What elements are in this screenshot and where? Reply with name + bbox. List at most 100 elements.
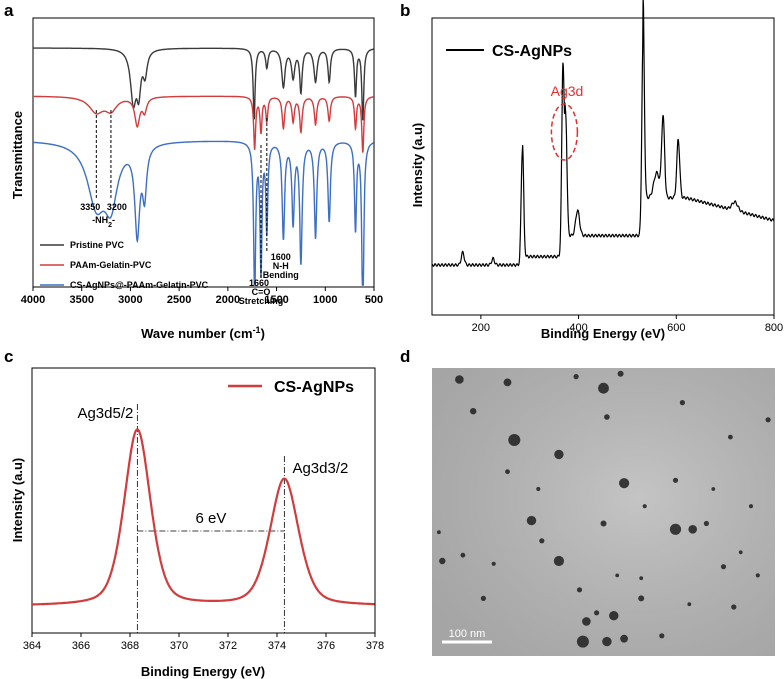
nanoparticle <box>602 636 612 647</box>
ftir-legend: Pristine PVC PAAm-Gelatin-PVC CS-AgNPs@-… <box>40 240 209 290</box>
ftir-annotation-nh2: -NH2- <box>92 215 115 229</box>
ftir-annotation-1600: 1600 <box>271 252 291 262</box>
ftir-x-tick-label: 3000 <box>118 294 142 306</box>
nanoparticle <box>731 604 737 610</box>
nanoparticle <box>573 374 579 380</box>
ftir-annotation-n-h: N-H <box>273 261 289 271</box>
nanoparticle <box>617 370 624 377</box>
xps-survey-x-ticks: 200 400 600 800 <box>472 315 783 334</box>
ftir-x-tick-label: 1500 <box>264 294 288 306</box>
ftir-annotation-3350: 3350 <box>80 202 100 212</box>
ftir-annotation-1660: 1660 <box>249 278 269 288</box>
xps-survey-x-tick-label: 800 <box>765 322 783 334</box>
legend-label-pristine: Pristine PVC <box>70 240 125 250</box>
xps-ag3d-x-ticks: 364 366 368 370 372 374 376 378 <box>23 633 384 652</box>
xps-survey-y-axis-label: Intensity (a.u) <box>410 123 425 208</box>
xps-ag3d-line <box>32 428 375 606</box>
nanoparticle <box>598 382 609 394</box>
nanoparticle <box>679 400 686 406</box>
nanoparticle <box>582 617 591 626</box>
nanoparticle <box>669 523 682 535</box>
tem-shading <box>432 368 775 656</box>
nanoparticle <box>600 520 607 527</box>
ftir-series-group <box>33 47 375 286</box>
nanoparticle <box>536 486 541 492</box>
ftir-x-tick-label: 2000 <box>216 294 240 306</box>
nanoparticle <box>526 515 537 526</box>
nanoparticle <box>455 375 464 384</box>
peak-separation-label: 6 eV <box>195 510 226 527</box>
nanoparticle <box>594 610 600 616</box>
ftir-annotation-3200: 3200 <box>107 202 127 212</box>
ftir-x-tick-label: 1000 <box>313 294 337 306</box>
nanoparticle <box>642 504 647 509</box>
nanoparticle <box>620 634 628 643</box>
nanoparticle <box>503 378 512 387</box>
xps-survey-plot-frame <box>431 17 775 316</box>
ftir-x-axis-label: Wave number (cm-1) <box>141 325 265 341</box>
nanoparticle <box>460 552 466 558</box>
nanoparticle <box>638 595 645 602</box>
xps-ag3d-x-tick-label: 378 <box>366 640 384 652</box>
ftir-annotation-c-o: C=O <box>252 287 271 297</box>
nanoparticle <box>480 595 486 602</box>
nanoparticle <box>491 561 496 566</box>
xps-ag3d-x-tick-label: 370 <box>170 640 188 652</box>
ftir-series-line-0 <box>33 47 375 121</box>
legend-label-paam: PAAm-Gelatin-PVC <box>70 260 152 270</box>
nanoparticle <box>576 635 589 648</box>
peak-label-ag3d5-2: Ag3d5/2 <box>77 405 133 422</box>
panel-letter-d: d <box>400 347 410 366</box>
nanoparticle <box>619 478 630 489</box>
nanoparticle <box>728 434 733 440</box>
nanoparticle <box>672 477 679 483</box>
xps-ag3d-x-tick-label: 376 <box>317 640 335 652</box>
nanoparticle <box>604 414 610 420</box>
xps-survey-legend-label: CS-AgNPs <box>492 43 572 60</box>
nanoparticle <box>609 611 619 621</box>
nanoparticle <box>765 417 771 423</box>
nanoparticle <box>639 576 644 581</box>
xps-survey-line <box>431 0 775 268</box>
nanoparticle <box>505 469 510 475</box>
xps-ag3d-x-tick-label: 372 <box>219 640 237 652</box>
nanoparticle <box>439 557 446 565</box>
nanoparticle <box>437 530 441 535</box>
ftir-x-tick-label: 3500 <box>69 294 93 306</box>
ftir-series-line-1 <box>33 95 374 153</box>
xps-ag3d-x-axis-label: Binding Energy (eV) <box>141 664 265 679</box>
xps-ag3d-x-tick-label: 364 <box>23 640 41 652</box>
xps-survey-x-tick-label: 600 <box>667 322 685 334</box>
ag3d-highlight-label: Ag3d <box>551 83 584 99</box>
nanoparticle <box>470 408 477 415</box>
ag3d-highlight-ellipse <box>550 103 579 161</box>
nanoparticle <box>576 587 583 593</box>
ftir-plot-frame <box>32 17 375 288</box>
nanoparticle <box>687 602 692 607</box>
nanoparticle <box>755 573 760 578</box>
nanoparticle <box>711 487 716 491</box>
xps-survey-x-axis-label: Binding Energy (eV) <box>541 326 665 341</box>
ftir-series-line-2 <box>33 140 375 286</box>
ftir-marker-lines <box>95 110 268 280</box>
xps-ag3d-legend-label: CS-AgNPs <box>274 379 354 396</box>
ftir-x-ticks: 4000 3500 3000 2500 2000 1500 1000 500 <box>21 287 383 306</box>
ftir-annotation-bending: Bending <box>263 270 299 280</box>
ftir-annotation-stretching: Stretching <box>239 296 284 306</box>
xps-survey-chart: 200 400 600 800 CS-AgNPs Ag3d Binding Energ… <box>410 0 783 341</box>
xps-ag3d-chart: 364 366 368 370 372 374 376 378 CS-AgNPs Ag3d5/… <box>10 367 384 679</box>
ftir-x-tick-label: 4000 <box>21 294 45 306</box>
xps-ag3d-x-tick-label: 368 <box>121 640 139 652</box>
panel-letter-a: a <box>4 1 14 20</box>
nanoparticle <box>553 555 565 567</box>
ftir-chart: 4000 3500 3000 2500 2000 1500 1000 500 3350 -NH… <box>10 17 383 341</box>
xps-survey-series <box>431 0 775 268</box>
xps-ag3d-x-tick-label: 374 <box>268 640 286 652</box>
nanoparticle-group <box>437 370 771 648</box>
xps-survey-x-tick-label: 400 <box>569 322 587 334</box>
legend-label-cs: CS-AgNPs@-PAAm-Gelatin-PVC <box>70 280 209 290</box>
nanoparticle <box>554 449 564 460</box>
xps-ag3d-guide-lines <box>136 404 285 633</box>
nanoparticle <box>659 633 665 639</box>
